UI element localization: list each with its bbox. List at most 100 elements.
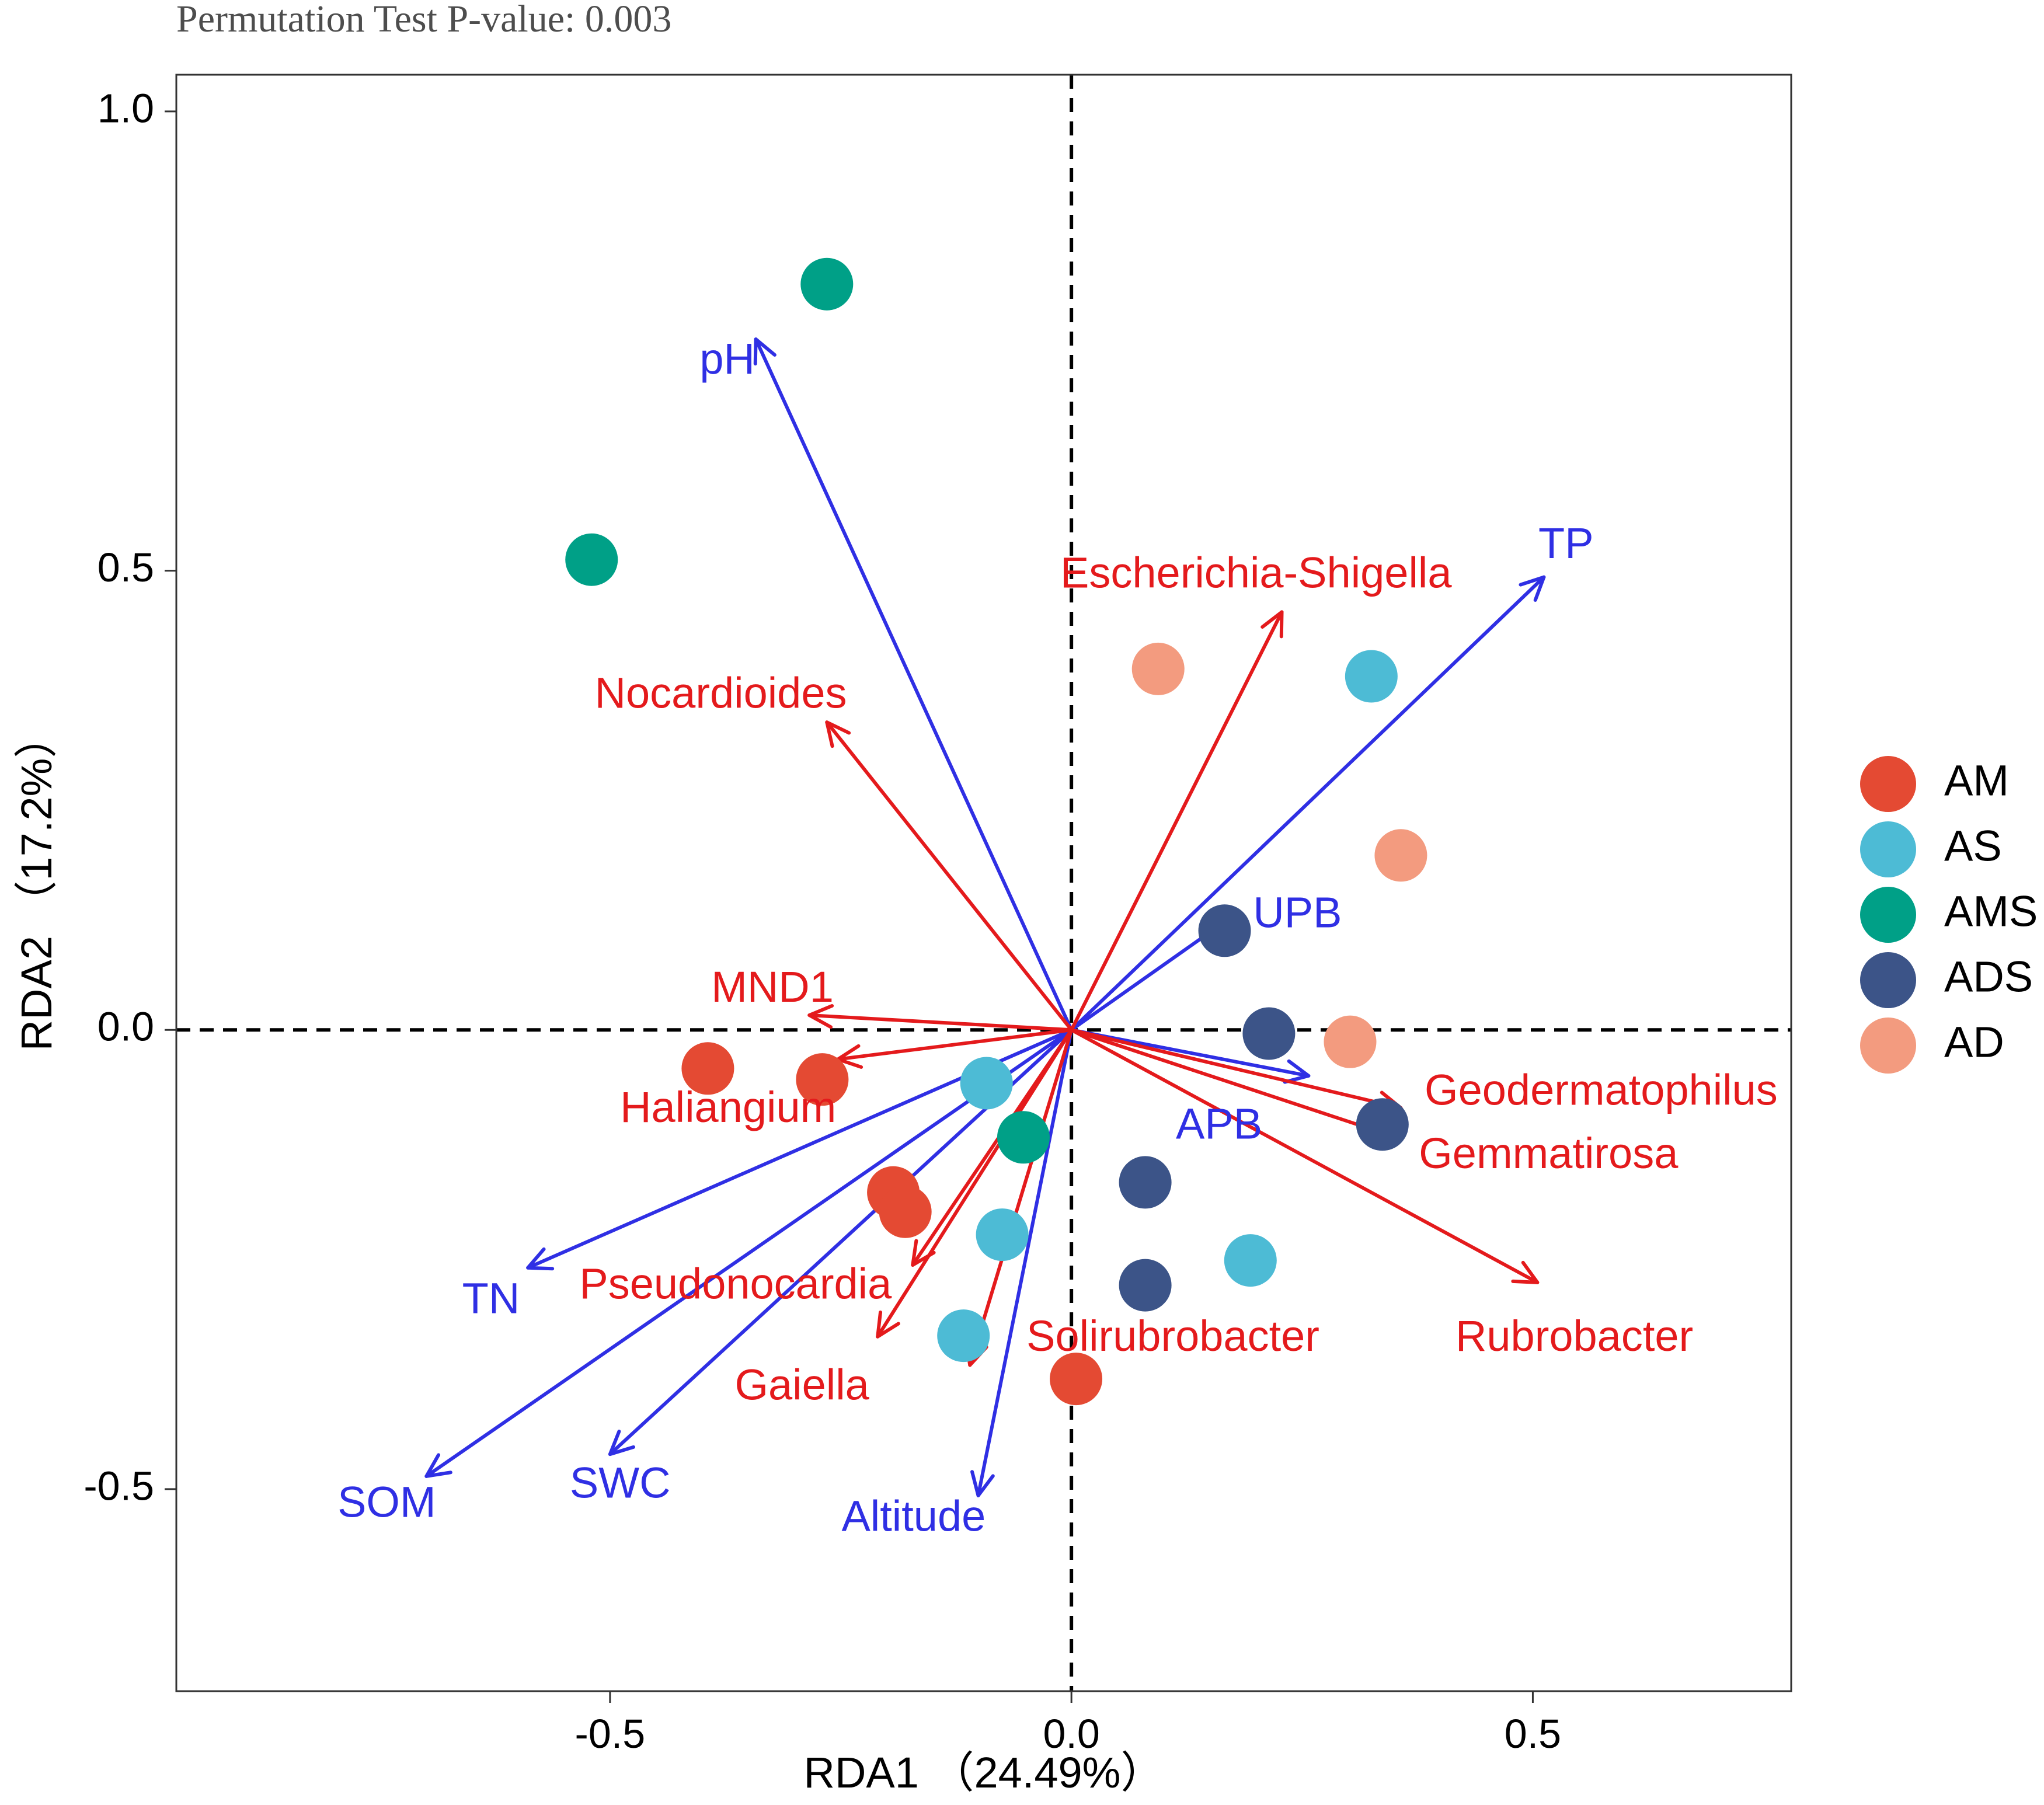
arrow-head (1519, 575, 1546, 602)
arrow-labels-layer: pH TP UPB APB TN SOM SWC Altitude Escherichia-Sh… (337, 334, 1778, 1540)
arrow-label-solirubrobacter: Solirubrobacter (1026, 1312, 1319, 1360)
arrow-altitude (970, 1028, 1074, 1497)
y-tick-label: -0.5 (83, 1463, 154, 1508)
legend-label: AM (1944, 757, 2009, 805)
arrow-shaft (1070, 1028, 1540, 1284)
arrow-mnd1 (807, 1003, 1074, 1032)
arrow-escherichia-shigella (1070, 610, 1284, 1032)
legend-item-as: AS (1860, 821, 2002, 877)
arrow-shaft (1070, 1028, 1403, 1110)
reference-lines (176, 75, 1791, 1691)
legend-swatch (1860, 887, 1916, 943)
legend-label: AD (1944, 1018, 2004, 1067)
arrow-head (807, 1003, 834, 1029)
legend-label: AS (1944, 822, 2002, 870)
arrow-label-escherichia-shigella: Escherichia-Shigella (1060, 549, 1452, 597)
arrow-label-pseudonocardia: Pseudonocardia (579, 1259, 892, 1308)
arrow-shaft (825, 720, 1074, 1032)
arrow-head (1283, 1059, 1311, 1084)
point-ads (1356, 1098, 1409, 1151)
x-axis-label: RDA1 （24.49%） (804, 1748, 1164, 1797)
y-axis-label: RDA2 （17.2%） (12, 715, 61, 1051)
arrow-head (1511, 1260, 1540, 1284)
x-axis-ticks: -0.5 0.0 0.5 (575, 1691, 1561, 1757)
arrows-layer (424, 337, 1546, 1497)
y-tick-label: 0.5 (98, 545, 154, 590)
legend-swatch (1860, 952, 1916, 1008)
arrow-head (825, 720, 851, 748)
point-am (681, 1042, 734, 1095)
point-ads (1119, 1259, 1172, 1312)
arrow-tp (1070, 575, 1546, 1032)
arrow-shaft (876, 1028, 1074, 1339)
legend-label: AMS (1944, 887, 2038, 936)
point-ads (1242, 1007, 1296, 1060)
arrow-shaft (807, 1013, 1074, 1032)
point-ad (1324, 1015, 1377, 1068)
arrow-label-haliangium: Haliangium (620, 1083, 836, 1131)
arrow-head (753, 337, 776, 366)
arrow-head (970, 1470, 995, 1497)
arrow-shaft (754, 337, 1074, 1032)
x-tick-label: -0.5 (575, 1711, 646, 1757)
point-as (1224, 1234, 1277, 1287)
point-ad (1374, 829, 1427, 882)
point-as (1345, 650, 1398, 703)
arrow-label-nocardioides: Nocardioides (595, 669, 847, 717)
point-ads (1198, 904, 1251, 957)
point-ams (565, 533, 618, 586)
arrow-label-gaiella: Gaiella (734, 1360, 869, 1409)
arrow-label-tp: TP (1538, 519, 1594, 567)
plot-panel-border (175, 74, 1792, 1692)
point-as (976, 1208, 1029, 1262)
arrow-label-upb: UPB (1253, 888, 1342, 937)
point-as (960, 1057, 1013, 1110)
legend-item-ams: AMS (1860, 887, 2038, 943)
point-ads (1119, 1156, 1172, 1209)
arrow-som (424, 1028, 1074, 1478)
legend-swatch (1860, 756, 1916, 812)
arrow-shaft (976, 1028, 1074, 1497)
arrow-rubrobacter (1070, 1028, 1540, 1284)
point-am (796, 1053, 849, 1106)
arrow-label-tn: TN (462, 1274, 520, 1322)
x-tick-label: 0.5 (1505, 1711, 1561, 1757)
arrow-label-geodermatophilus: Geodermatophilus (1425, 1065, 1778, 1114)
arrow-label-mnd1: MND1 (711, 963, 834, 1011)
y-axis-ticks: -0.5 0.0 0.5 1.0 (83, 85, 176, 1508)
arrow-nocardioides (825, 720, 1074, 1032)
legend: AM AS AMS ADS AD (1860, 756, 2038, 1074)
points-layer (565, 257, 1427, 1406)
y-tick-label: 0.0 (98, 1004, 154, 1050)
legend-item-ads: ADS (1860, 952, 2033, 1008)
point-ad (1131, 642, 1185, 695)
legend-item-am: AM (1860, 756, 2009, 812)
legend-item-ad: AD (1860, 1018, 2004, 1074)
arrow-label-altitude: Altitude (841, 1492, 986, 1540)
point-ams (800, 257, 854, 311)
arrow-shaft (968, 1028, 1074, 1367)
arrow-label-apb: APB (1176, 1100, 1262, 1148)
arrow-shaft (1070, 610, 1284, 1032)
arrow-label-ph: pH (699, 334, 755, 383)
point-am (1050, 1353, 1103, 1406)
legend-swatch (1860, 1018, 1916, 1074)
legend-swatch (1860, 821, 1916, 877)
arrow-shaft (1070, 575, 1546, 1032)
arrow-label-gemmatirosa: Gemmatirosa (1419, 1129, 1679, 1177)
arrow-gaiella (876, 1028, 1074, 1339)
arrow-label-som: SOM (337, 1478, 436, 1527)
point-am (879, 1185, 932, 1238)
point-ams (997, 1111, 1050, 1164)
y-tick-label: 1.0 (98, 85, 154, 131)
arrow-label-swc: SWC (570, 1459, 671, 1507)
arrow-head (608, 1430, 636, 1456)
arrow-head (526, 1247, 555, 1271)
arrow-shaft (836, 1028, 1074, 1061)
arrow-label-rubrobacter: Rubrobacter (1455, 1312, 1693, 1360)
arrow-shaft (424, 1028, 1074, 1478)
arrow-ph (753, 337, 1074, 1032)
legend-label: ADS (1944, 953, 2033, 1001)
